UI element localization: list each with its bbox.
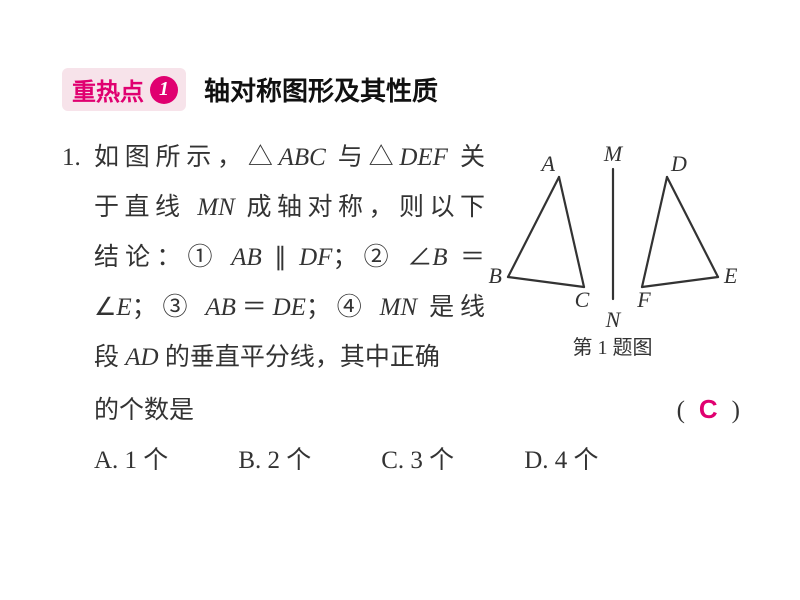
svg-text:E: E xyxy=(723,263,738,288)
figure-caption: 第 1 题图 xyxy=(573,331,653,360)
paren-open: ( xyxy=(677,386,685,436)
svg-text:M: M xyxy=(602,141,623,166)
figure: A B C D E F M N 第 1 题图 xyxy=(485,133,740,360)
question-line: 段 AD 的垂直平分线，其中正确 xyxy=(94,333,485,383)
options-row: A. 1 个 B. 2 个 C. 3 个 D. 4 个 xyxy=(94,436,740,486)
question-tail: 的个数是 xyxy=(94,386,194,436)
option-c: C. 3 个 xyxy=(381,436,454,486)
option-d: D. 4 个 xyxy=(524,436,598,486)
option-a: A. 1 个 xyxy=(94,436,168,486)
hotpoint-badge: 重热点 1 xyxy=(62,68,186,111)
svg-text:B: B xyxy=(488,263,501,288)
question-number: 1. xyxy=(62,133,94,183)
svg-text:C: C xyxy=(574,287,589,312)
option-b: B. 2 个 xyxy=(238,436,311,486)
answer-paren: ( C ) xyxy=(677,383,740,436)
section-title: 轴对称图形及其性质 xyxy=(204,71,438,108)
answer-letter: C xyxy=(699,383,718,435)
badge-number: 1 xyxy=(150,76,178,104)
svg-text:N: N xyxy=(604,307,621,327)
svg-text:F: F xyxy=(636,287,651,312)
svg-text:A: A xyxy=(539,151,555,176)
question-line: ∠E；③ AB＝DE；④ MN 是线 xyxy=(94,283,485,333)
question-line: 于直线 MN 成轴对称，则以下 xyxy=(94,183,485,233)
question-line: 如图所示，△ABC 与△DEF 关 xyxy=(94,133,485,183)
question-text: 如图所示，△ABC 与△DEF 关 于直线 MN 成轴对称，则以下 结论：① A… xyxy=(94,133,485,383)
paren-close: ) xyxy=(732,386,740,436)
answer-line: 的个数是 ( C ) xyxy=(94,383,740,436)
badge-label: 重热点 xyxy=(72,72,144,107)
figure-svg: A B C D E F M N xyxy=(488,137,738,327)
svg-text:D: D xyxy=(670,151,687,176)
question-line: 结论：① AB ∥ DF；② ∠B ＝ xyxy=(94,233,485,283)
section-header: 重热点 1 轴对称图形及其性质 xyxy=(62,68,740,111)
